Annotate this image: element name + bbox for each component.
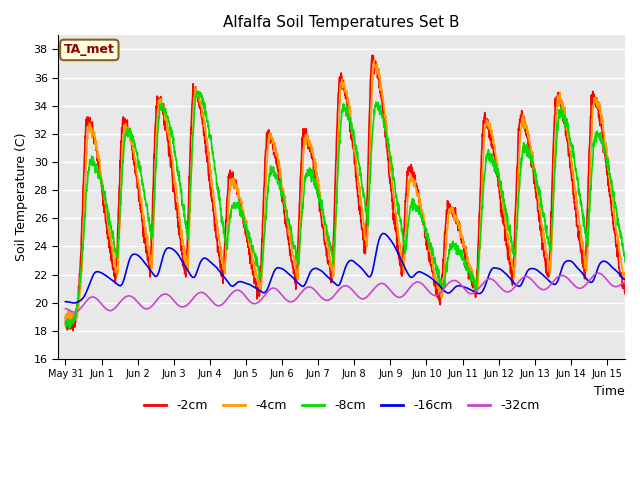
- -32cm: [70, 309, 78, 315]
- -4cm: [605, 175, 613, 180]
- -16cm: [90, 271, 98, 276]
- Text: TA_met: TA_met: [64, 43, 115, 57]
- Line: -8cm: -8cm: [65, 92, 625, 328]
- -16cm: [605, 261, 613, 267]
- -4cm: [621, 272, 629, 278]
- X-axis label: Time: Time: [595, 385, 625, 398]
- -2cm: [61, 315, 69, 321]
- -8cm: [334, 168, 342, 173]
- -32cm: [605, 280, 613, 286]
- -8cm: [621, 259, 629, 264]
- -4cm: [503, 225, 511, 231]
- -2cm: [621, 291, 629, 297]
- Line: -2cm: -2cm: [65, 56, 625, 331]
- Title: Alfalfa Soil Temperatures Set B: Alfalfa Soil Temperatures Set B: [223, 15, 460, 30]
- -8cm: [605, 172, 613, 178]
- -4cm: [61, 312, 69, 318]
- Line: -32cm: -32cm: [65, 273, 625, 312]
- Y-axis label: Soil Temperature (C): Soil Temperature (C): [15, 133, 28, 262]
- Legend: -2cm, -4cm, -8cm, -16cm, -32cm: -2cm, -4cm, -8cm, -16cm, -32cm: [139, 395, 545, 418]
- -2cm: [605, 189, 613, 194]
- -16cm: [621, 276, 629, 282]
- -16cm: [70, 300, 77, 306]
- -2cm: [334, 107, 342, 112]
- -32cm: [319, 296, 327, 301]
- -4cm: [319, 211, 327, 217]
- -4cm: [371, 58, 378, 63]
- -16cm: [61, 299, 69, 304]
- -8cm: [193, 89, 200, 95]
- -32cm: [90, 294, 98, 300]
- -4cm: [67, 320, 74, 326]
- -16cm: [380, 230, 387, 236]
- -8cm: [67, 325, 74, 331]
- -2cm: [319, 224, 327, 230]
- -8cm: [90, 159, 98, 165]
- Line: -4cm: -4cm: [65, 60, 625, 323]
- -32cm: [502, 289, 510, 295]
- Line: -16cm: -16cm: [65, 233, 625, 303]
- -2cm: [369, 53, 377, 59]
- -8cm: [503, 210, 511, 216]
- -8cm: [319, 208, 327, 214]
- -2cm: [503, 241, 511, 247]
- -2cm: [605, 186, 613, 192]
- -2cm: [69, 328, 77, 334]
- -32cm: [621, 280, 629, 286]
- -16cm: [605, 262, 613, 267]
- -32cm: [61, 306, 69, 312]
- -16cm: [503, 272, 511, 277]
- -32cm: [334, 288, 342, 294]
- -16cm: [334, 283, 342, 288]
- -32cm: [605, 279, 613, 285]
- -32cm: [595, 270, 602, 276]
- -2cm: [90, 141, 98, 147]
- -4cm: [605, 174, 613, 180]
- -8cm: [61, 321, 69, 326]
- -8cm: [605, 163, 613, 169]
- -4cm: [334, 162, 342, 168]
- -16cm: [319, 269, 327, 275]
- -4cm: [90, 130, 98, 136]
